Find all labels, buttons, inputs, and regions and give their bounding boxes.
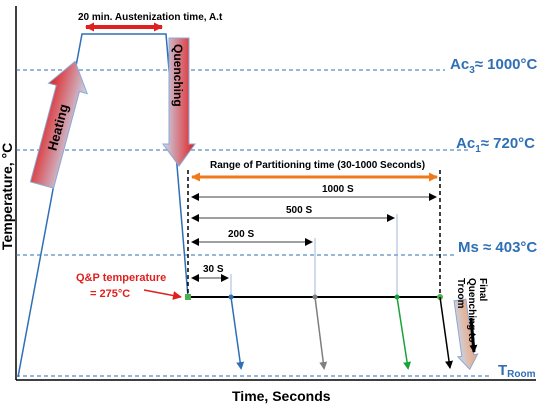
ms-label: Ms ≈ 403°C xyxy=(458,239,537,256)
qp-temperature-pointer xyxy=(143,289,182,300)
partitioning-range-label: Range of Partitioning time (30-1000 Seco… xyxy=(210,160,425,171)
quenching-arrow: Quenching xyxy=(162,37,196,167)
y-axis-title: Temperature, °C xyxy=(0,143,15,250)
troom-label-prefix: T xyxy=(498,362,507,379)
ac3-label-prefix: Ac xyxy=(450,56,469,73)
final-quenching-label-line2: Quenching to xyxy=(466,278,477,342)
ac3-label-suffix: ≈ 1000°C xyxy=(475,56,538,73)
span-30s-label: 30 S xyxy=(203,264,224,275)
troom-label: TRoom xyxy=(498,362,536,380)
ac1-label-prefix: Ac xyxy=(456,135,475,152)
span-500s-label: 500 S xyxy=(286,205,312,216)
final-quench-30s xyxy=(230,296,245,370)
final-quench-200s xyxy=(314,296,328,370)
qp-temperature-label-line2: = 275°C xyxy=(90,288,130,300)
x-axis-title: Time, Seconds xyxy=(232,388,331,404)
ac1-label: Ac1≈ 720°C xyxy=(456,135,535,155)
ac3-label-sub: 3 xyxy=(469,65,475,76)
ac1-label-sub: 1 xyxy=(475,144,481,155)
austenization-label: 20 min. Austenization time, A.t xyxy=(78,12,223,23)
final-quenching-black-arrow xyxy=(469,317,478,353)
final-quenching-label: Final Quenching to Troom xyxy=(455,278,488,342)
ac3-label: Ac3≈ 1000°C xyxy=(450,56,538,76)
span-200s-label: 200 S xyxy=(228,229,254,240)
final-quench-1000s xyxy=(439,296,453,369)
heating-arrow: Heating xyxy=(29,60,89,189)
qp-start-marker xyxy=(185,294,191,300)
ac1-label-suffix: ≈ 720°C xyxy=(481,135,535,152)
final-quenching-label-line1: Final xyxy=(477,278,488,302)
span-1000s-label: 1000 S xyxy=(322,184,354,195)
final-quench-500s xyxy=(396,296,412,370)
troom-label-sub: Room xyxy=(507,369,535,380)
qp-temperature-label-line1: Q&P temperature xyxy=(76,272,166,284)
quenching-label: Quenching xyxy=(171,44,185,107)
final-quenching-label-line3: Troom xyxy=(455,278,466,309)
